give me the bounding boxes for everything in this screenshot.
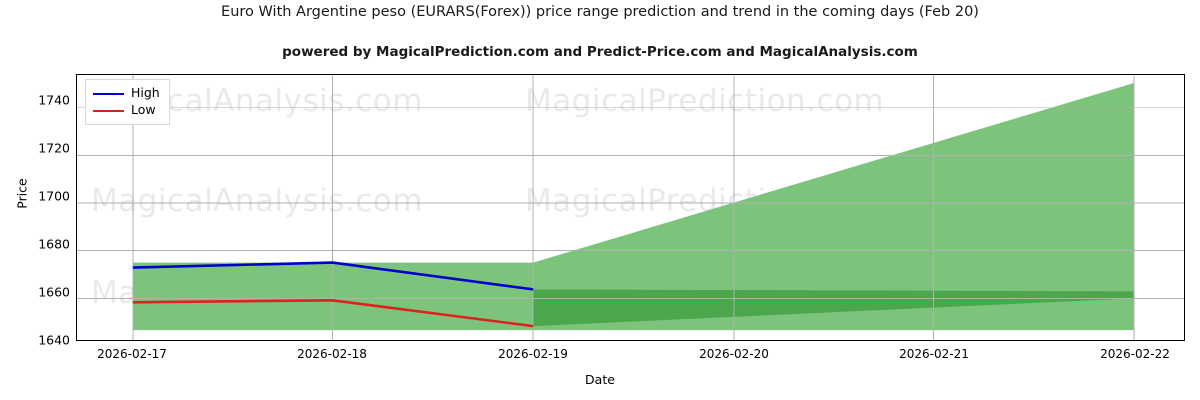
- page-title: Euro With Argentine peso (EURARS(Forex))…: [221, 4, 979, 20]
- legend-label: High: [131, 85, 160, 101]
- chart-legend: High Low: [85, 79, 170, 125]
- x-tick-label: 2026-02-18: [297, 347, 367, 361]
- y-tick-label: 1740: [38, 92, 70, 108]
- legend-item-low: Low: [93, 102, 160, 119]
- y-axis-ticks: 1640 1660 1680 1700 1720 1740: [6, 74, 70, 348]
- y-tick-label: 1720: [38, 140, 70, 156]
- x-axis-label: Date: [585, 372, 615, 387]
- legend-item-high: High: [93, 85, 160, 102]
- series-line-high: [132, 261, 534, 291]
- y-tick-label: 1680: [38, 236, 70, 252]
- y-tick-label: 1700: [38, 188, 70, 204]
- x-tick-label: 2026-02-22: [1100, 347, 1170, 361]
- x-tick-label: 2026-02-19: [498, 347, 568, 361]
- y-tick-label: 1660: [38, 284, 70, 300]
- forecast-outer-range-band: [533, 82, 1135, 331]
- series-line-low: [132, 299, 534, 328]
- legend-line-icon-high: [93, 92, 124, 95]
- legend-label: Low: [131, 102, 156, 118]
- x-tick-label: 2026-02-21: [899, 347, 969, 361]
- plot-area: MagicalAnalysis.com MagicalPrediction.co…: [76, 74, 1185, 341]
- x-tick-label: 2026-02-17: [97, 347, 167, 361]
- plot-canvas: [77, 75, 1184, 340]
- legend-line-icon-low: [93, 109, 124, 112]
- gridlines: [77, 75, 1184, 340]
- y-tick-label: 1640: [38, 332, 70, 348]
- x-tick-label: 2026-02-20: [699, 347, 769, 361]
- chart-subtitle: powered by MagicalPrediction.com and Pre…: [282, 44, 918, 60]
